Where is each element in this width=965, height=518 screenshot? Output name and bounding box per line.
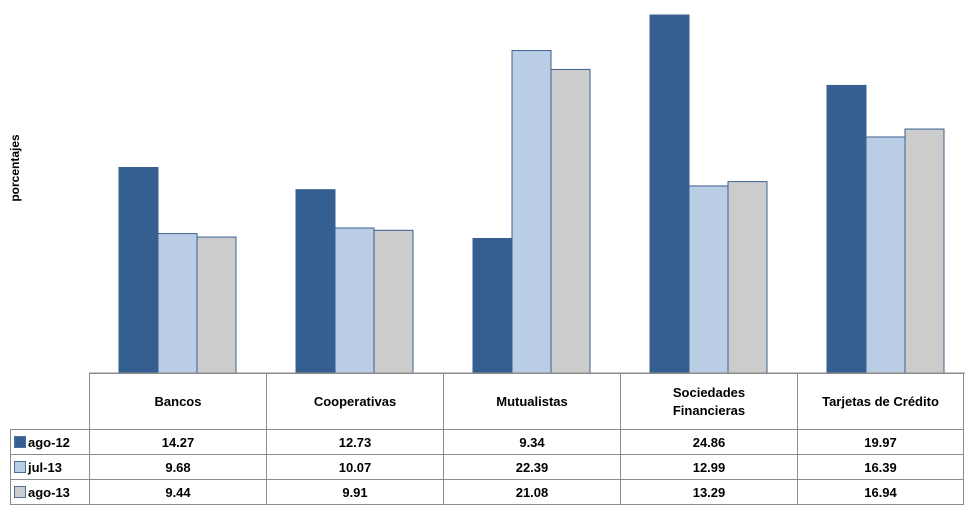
data-label-ago-12-1: 12.73 — [266, 429, 444, 455]
data-label-jul-13-3: 12.99 — [620, 454, 798, 480]
data-label-ago-13-1: 9.91 — [266, 479, 444, 505]
legend-entry-ago-13: ago-13 — [10, 479, 90, 505]
data-label-ago-13-0: 9.44 — [89, 479, 267, 505]
bar-ago-12-0 — [118, 167, 159, 374]
bar-jul-13-0 — [157, 233, 198, 374]
legend-label: ago-13 — [28, 484, 70, 500]
data-label-ago-13-3: 13.29 — [620, 479, 798, 505]
bar-ago-13-4 — [904, 128, 945, 374]
bar-ago-13-1 — [373, 229, 414, 374]
legend-swatch — [14, 485, 26, 498]
bar-ago-12-1 — [295, 189, 336, 374]
bar-jul-13-1 — [334, 227, 375, 374]
category-label-0: Bancos — [89, 373, 267, 430]
bar-ago-12-4 — [826, 84, 867, 374]
bar-ago-13-3 — [727, 181, 768, 374]
data-label-ago-13-2: 21.08 — [443, 479, 621, 505]
table-corner-cell — [10, 373, 90, 430]
data-label-jul-13-1: 10.07 — [266, 454, 444, 480]
data-label-ago-12-3: 24.86 — [620, 429, 798, 455]
bars-group — [118, 14, 945, 374]
y-axis-label: porcentajes — [8, 134, 22, 202]
legend-label: jul-13 — [28, 459, 62, 475]
data-label-ago-12-2: 9.34 — [443, 429, 621, 455]
data-label-jul-13-2: 22.39 — [443, 454, 621, 480]
category-label-3: Sociedades Financieras — [620, 373, 798, 430]
data-label-ago-13-4: 16.94 — [797, 479, 964, 505]
bar-ago-12-2 — [472, 237, 513, 374]
data-label-ago-12-4: 19.97 — [797, 429, 964, 455]
table-header-row: Bancos Cooperativas Mutualistas Sociedades F… — [10, 373, 964, 430]
bar-ago-13-2 — [550, 68, 591, 374]
legend-swatch — [14, 460, 26, 473]
bar-ago-13-0 — [196, 236, 237, 374]
table-row: ago-12 14.27 12.73 9.34 24.86 19.97 — [10, 429, 964, 455]
category-label-2: Mutualistas — [443, 373, 621, 430]
data-label-jul-13-0: 9.68 — [89, 454, 267, 480]
data-table: Bancos Cooperativas Mutualistas Sociedades F… — [10, 373, 964, 505]
legend-label: ago-12 — [28, 434, 70, 450]
category-label-1: Cooperativas — [266, 373, 444, 430]
legend-entry-jul-13: jul-13 — [10, 454, 90, 480]
table-row: jul-13 9.68 10.07 22.39 12.99 16.39 — [10, 454, 964, 480]
data-label-ago-12-0: 14.27 — [89, 429, 267, 455]
bar-jul-13-4 — [865, 136, 906, 374]
bar-ago-12-3 — [649, 14, 690, 374]
legend-swatch — [14, 435, 26, 448]
bar-jul-13-3 — [688, 185, 729, 374]
bar-jul-13-2 — [511, 50, 552, 374]
data-label-jul-13-4: 16.39 — [797, 454, 964, 480]
table-row: ago-13 9.44 9.91 21.08 13.29 16.94 — [10, 479, 964, 505]
legend-entry-ago-12: ago-12 — [10, 429, 90, 455]
category-label-4: Tarjetas de Crédito — [797, 373, 964, 430]
